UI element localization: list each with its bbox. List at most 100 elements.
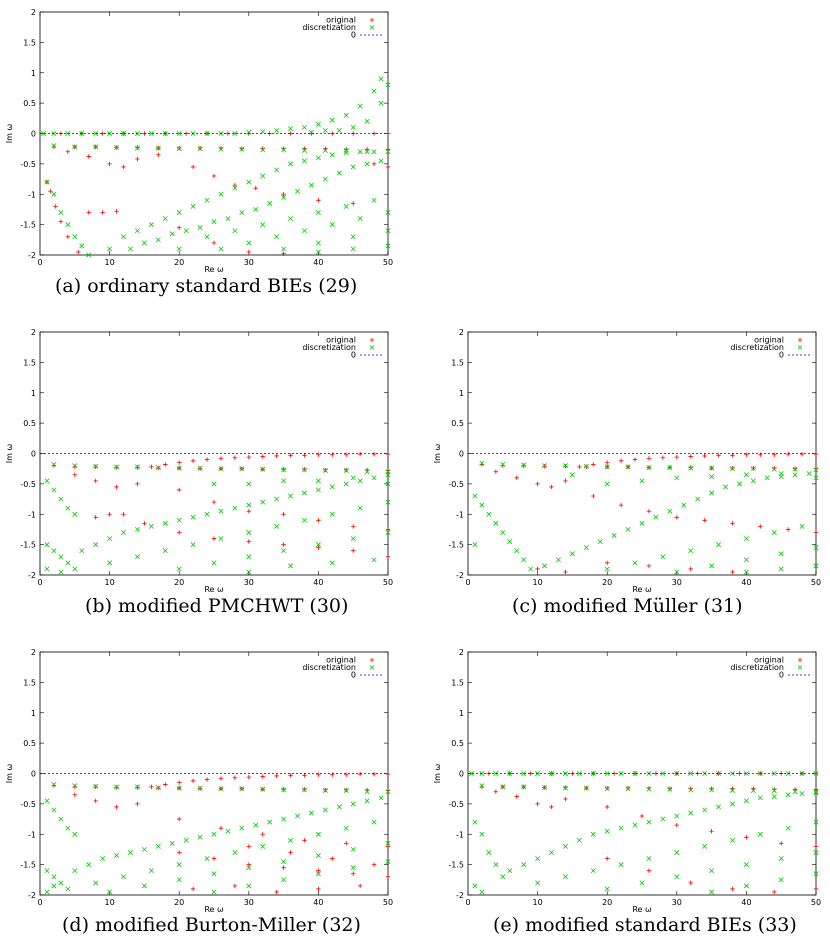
- discretization-point: [176, 465, 182, 471]
- discretization-point: [646, 464, 652, 470]
- discretization-point: [211, 481, 217, 487]
- discretization-point: [674, 569, 680, 575]
- x-tick-label: 30: [672, 898, 682, 907]
- series-original: [51, 451, 391, 559]
- discretization-point: [385, 228, 391, 234]
- discretization-point: [771, 466, 777, 472]
- discretization-point: [378, 100, 384, 106]
- x-axis-label: Re ω: [632, 585, 652, 592]
- discretization-point: [148, 523, 154, 529]
- discretization-point: [162, 548, 168, 554]
- legend-label: discretization: [302, 343, 356, 352]
- discretization-point: [813, 790, 819, 796]
- discretization-point: [127, 246, 133, 252]
- original-point: [625, 785, 631, 791]
- discretization-point: [134, 228, 140, 234]
- y-tick-label: -2: [28, 571, 36, 580]
- original-point: [204, 777, 210, 782]
- original-point: [493, 469, 499, 474]
- y-tick-label: -1: [456, 830, 464, 839]
- discretization-point: [771, 771, 777, 776]
- discretization-point: [729, 788, 735, 793]
- discretization-point: [44, 868, 50, 874]
- legend-label: 0: [351, 31, 356, 40]
- original-point: [281, 192, 286, 197]
- legend-label: original: [754, 336, 784, 345]
- discretization-point: [479, 889, 485, 895]
- discretization-point: [743, 557, 749, 563]
- discretization-point: [176, 246, 182, 252]
- original-point: [149, 464, 154, 470]
- original-point: [702, 518, 707, 523]
- discretization-point: [93, 880, 99, 886]
- discretization-point: [260, 786, 266, 792]
- discretization-point: [51, 548, 57, 554]
- y-tick-label: 0: [459, 770, 464, 779]
- original-point: [281, 865, 286, 870]
- discretization-point: [183, 228, 189, 234]
- legend-label: discretization: [302, 23, 356, 32]
- x-tick-label: 20: [174, 898, 184, 907]
- discretization-point: [792, 789, 798, 795]
- discretization-point: [134, 554, 140, 560]
- discretization-point: [308, 810, 314, 816]
- original-point: [371, 161, 377, 167]
- discretization-point: [562, 463, 568, 469]
- discretization-point: [260, 147, 266, 153]
- discretization-point: [51, 191, 57, 197]
- discretization-point: [535, 856, 541, 862]
- discretization-point: [218, 191, 224, 197]
- discretization-point: [315, 478, 321, 484]
- x-tick-label: 50: [383, 258, 393, 267]
- discretization-point: [155, 464, 161, 470]
- original-point: [688, 454, 693, 459]
- original-point: [316, 452, 321, 457]
- original-point: [371, 771, 377, 777]
- discretization-point: [155, 843, 161, 849]
- discretization-point: [364, 118, 370, 124]
- y-tick-label: 0.5: [23, 739, 36, 748]
- original-point: [591, 462, 596, 467]
- discretization-point: [218, 536, 224, 542]
- discretization-point: [329, 222, 335, 228]
- original-point: [302, 453, 307, 458]
- original-point: [730, 453, 735, 458]
- discretization-point: [72, 144, 78, 150]
- discretization-point: [771, 529, 777, 535]
- y-tick-label: 1: [459, 389, 464, 398]
- original-point: [730, 886, 735, 892]
- original-point: [149, 784, 154, 790]
- discretization-point: [632, 822, 638, 828]
- original-point: [371, 451, 377, 457]
- original-point: [730, 569, 735, 575]
- discretization-point: [134, 145, 140, 151]
- original-point: [779, 841, 784, 846]
- discretization-point: [58, 554, 64, 560]
- discretization-point: [723, 484, 729, 490]
- discretization-point: [281, 877, 287, 883]
- discretization-point: [315, 831, 321, 837]
- chart-panel-c: -2 -1.5 -1 -0.5 0 0.5 1 1.5 2 0 10 20 30 40 50 Re ω Im ω…: [428, 320, 828, 597]
- discretization-point: [107, 246, 113, 252]
- x-tick-label: 20: [602, 578, 612, 587]
- original-point: [72, 472, 77, 477]
- discretization-point: [322, 176, 328, 182]
- discretization-point: [378, 76, 384, 82]
- discretization-point: [301, 787, 307, 793]
- discretization-point: [371, 557, 377, 563]
- legend-marker-discretization: [369, 25, 375, 30]
- original-point: [135, 785, 140, 790]
- discretization-point: [72, 566, 78, 572]
- discretization-point: [148, 222, 154, 228]
- original-point: [605, 785, 610, 791]
- discretization-point: [743, 771, 749, 776]
- original-point: [135, 156, 140, 162]
- discretization-point: [343, 468, 349, 473]
- original-point: [281, 512, 286, 517]
- x-tick-label: 40: [741, 578, 751, 587]
- original-point: [385, 844, 391, 849]
- original-point: [281, 467, 286, 472]
- original-point: [218, 456, 224, 461]
